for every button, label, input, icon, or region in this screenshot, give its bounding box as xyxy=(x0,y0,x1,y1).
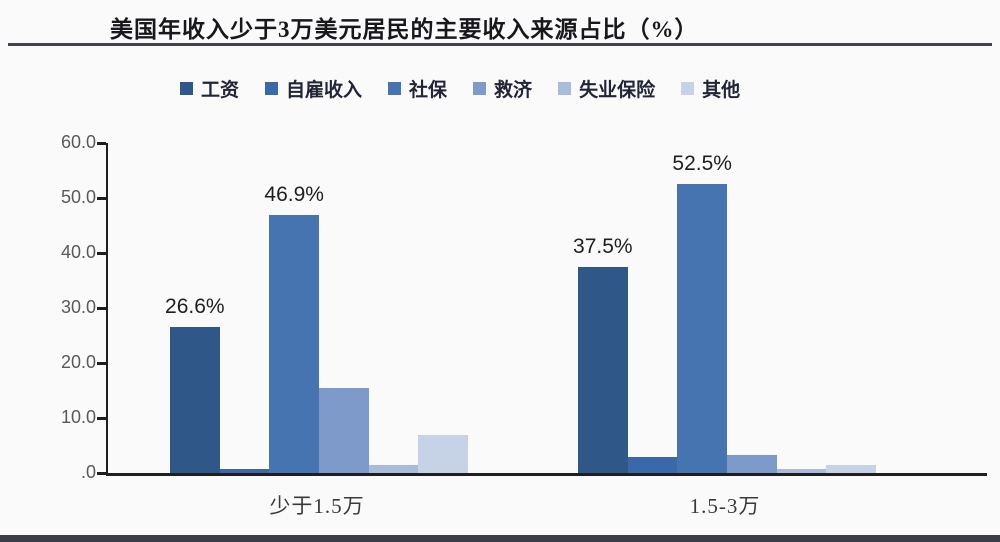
legend-item-label: 其他 xyxy=(702,79,741,101)
legend-item: 其他 xyxy=(681,75,740,102)
legend-swatch-icon xyxy=(681,81,695,95)
title-underline xyxy=(8,43,992,46)
bar-data-label: 26.6% xyxy=(165,294,225,318)
y-axis-tick-label: 50.0 xyxy=(60,187,96,207)
y-axis-tick-mark xyxy=(97,307,106,310)
x-axis-category-label: 1.5-3万 xyxy=(689,494,761,518)
bar: 46.9% xyxy=(264,183,324,473)
bar xyxy=(627,456,678,473)
y-axis-tick-mark xyxy=(97,252,106,255)
legend-item-label: 工资 xyxy=(201,79,240,101)
bar xyxy=(319,388,369,473)
y-axis-tick-mark xyxy=(97,362,106,365)
bar xyxy=(418,434,469,473)
bar xyxy=(368,465,419,473)
bar xyxy=(219,468,270,473)
bar: 37.5% xyxy=(573,235,633,473)
legend-swatch-icon xyxy=(265,81,279,95)
plot-area: 26.6% 46.9% 37.5% 52.5% xyxy=(97,142,987,476)
legend-swatch-icon xyxy=(388,81,402,95)
bar: 52.5% xyxy=(672,152,732,473)
y-axis-tick-label: 30.0 xyxy=(60,297,96,317)
legend-swatch-icon xyxy=(473,81,487,95)
bar-data-label: 46.9% xyxy=(264,183,324,207)
legend-item: 救济 xyxy=(473,75,532,102)
y-axis-tick-mark xyxy=(97,472,106,475)
x-axis-category-label: 少于1.5万 xyxy=(269,494,365,518)
legend-item-label: 救济 xyxy=(494,79,533,101)
y-axis-tick-mark xyxy=(97,417,106,420)
y-axis-tick-mark xyxy=(97,197,106,200)
chart-title: 美国年收入少于3万美元居民的主要收入来源占比（%） xyxy=(110,17,699,42)
legend-swatch-icon xyxy=(558,81,572,95)
bar xyxy=(776,468,827,473)
legend-item-label: 社保 xyxy=(409,79,448,101)
legend-swatch-icon xyxy=(180,81,193,95)
y-axis-tick-mark xyxy=(97,142,106,145)
chart-legend: 工资 自雇收入 社保 救济 失业保险 其他 xyxy=(180,75,740,101)
y-axis-tick-label: .0 xyxy=(80,462,96,482)
bar: 26.6% xyxy=(165,295,225,473)
bar-group: 37.5% 52.5% xyxy=(573,143,877,473)
legend-item-label: 自雇收入 xyxy=(286,79,363,101)
bar-group: 26.6% 46.9% xyxy=(165,143,469,473)
legend-item: 社保 xyxy=(388,75,447,102)
y-axis-tick-label: 10.0 xyxy=(60,407,96,427)
bar xyxy=(826,465,877,473)
footer-divider-bar xyxy=(0,535,1000,542)
legend-item: 工资 xyxy=(180,75,239,102)
y-axis-tick-label: 20.0 xyxy=(60,352,96,372)
bar xyxy=(727,454,777,473)
bar-data-label: 52.5% xyxy=(672,152,732,176)
legend-item-label: 失业保险 xyxy=(579,79,656,101)
y-axis-tick-label: 60.0 xyxy=(60,132,96,152)
y-axis-tick-label: 40.0 xyxy=(60,242,96,262)
legend-item: 自雇收入 xyxy=(265,75,362,102)
bar-data-label: 37.5% xyxy=(573,234,633,258)
legend-item: 失业保险 xyxy=(558,75,655,102)
